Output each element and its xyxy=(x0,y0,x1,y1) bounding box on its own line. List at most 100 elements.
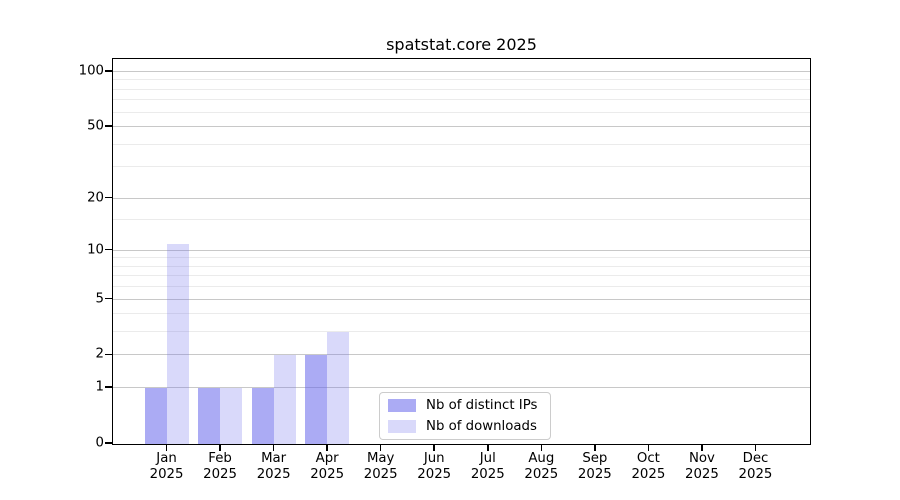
gridline-minor xyxy=(113,313,810,315)
gridline-minor xyxy=(113,265,810,267)
x-axis-tick xyxy=(272,444,275,451)
x-tick-year: 2025 xyxy=(524,467,559,482)
bar-downloads-apr xyxy=(327,332,350,444)
bar-downloads-jan xyxy=(166,243,189,444)
y-axis-tick xyxy=(105,125,112,127)
x-tick-label: Sep 2025 xyxy=(578,451,612,483)
legend-swatch-distinct-ips-icon xyxy=(388,399,416,412)
x-tick-month: Jan xyxy=(156,451,177,466)
gridline-minor xyxy=(113,88,810,90)
x-axis-tick xyxy=(540,444,543,451)
y-axis-tick xyxy=(105,297,112,300)
bar-downloads-mar xyxy=(273,355,296,444)
x-tick-label: Dec 2025 xyxy=(739,451,773,483)
x-axis-tick xyxy=(165,444,168,451)
y-axis-tick xyxy=(105,70,112,72)
y-tick-label: 20 xyxy=(87,190,104,205)
plot-area: Nb of distinct IPs Nb of downloads xyxy=(112,58,811,445)
x-tick-year: 2025 xyxy=(738,467,773,482)
x-tick-label: Jun 2025 xyxy=(417,451,451,483)
gridline-minor xyxy=(113,331,810,333)
bar-distinct-ips-feb xyxy=(198,388,221,444)
x-tick-year: 2025 xyxy=(470,467,505,482)
x-axis-tick xyxy=(379,444,382,451)
x-tick-month: Nov xyxy=(688,451,715,466)
bar-distinct-ips-apr xyxy=(305,355,328,444)
gridline-major xyxy=(113,387,810,389)
x-tick-label: Jul 2025 xyxy=(471,451,505,483)
legend-item-downloads: Nb of downloads xyxy=(388,419,542,434)
gridline-major xyxy=(113,197,810,199)
x-axis-tick xyxy=(433,444,435,451)
x-tick-year: 2025 xyxy=(310,467,345,482)
bar-distinct-ips-jan xyxy=(144,388,167,444)
x-tick-month: Feb xyxy=(208,451,232,466)
gridline-minor xyxy=(113,166,810,168)
gridline-major xyxy=(113,354,810,356)
legend-label-downloads: Nb of downloads xyxy=(426,419,537,434)
y-tick-label: 50 xyxy=(87,118,104,134)
x-axis-tick xyxy=(754,444,757,451)
legend-label-distinct-ips: Nb of distinct IPs xyxy=(426,398,538,413)
gridline-minor xyxy=(113,111,810,113)
x-axis-tick xyxy=(326,444,328,451)
x-axis-tick xyxy=(594,444,596,451)
legend: Nb of distinct IPs Nb of downloads xyxy=(379,392,551,440)
gridline-major xyxy=(113,249,810,251)
y-tick-label: 10 xyxy=(87,242,104,258)
y-axis-tick xyxy=(105,386,112,388)
x-tick-label: Oct 2025 xyxy=(631,451,665,483)
gridline-minor xyxy=(113,275,810,277)
x-axis-tick xyxy=(647,444,650,451)
x-tick-month: Mar xyxy=(261,451,287,466)
x-tick-year: 2025 xyxy=(363,467,398,482)
x-tick-month: Jun xyxy=(423,451,445,466)
x-tick-label: May 2025 xyxy=(364,451,398,483)
x-tick-label: Mar 2025 xyxy=(257,451,291,483)
y-tick-label: 2 xyxy=(95,346,104,362)
x-tick-year: 2025 xyxy=(631,467,666,482)
x-tick-year: 2025 xyxy=(685,467,719,482)
x-axis-tick xyxy=(701,444,703,451)
bar-distinct-ips-mar xyxy=(251,388,274,444)
gridline-minor xyxy=(113,143,810,145)
y-axis-tick xyxy=(105,196,112,199)
y-tick-label: 1 xyxy=(95,379,104,395)
x-tick-year: 2025 xyxy=(256,467,291,482)
gridline-minor xyxy=(113,79,810,81)
gridline-minor xyxy=(113,257,810,259)
x-tick-month: Jul xyxy=(479,451,496,466)
x-tick-label: Feb 2025 xyxy=(203,451,237,483)
y-axis-tick xyxy=(105,248,112,251)
x-tick-label: Apr 2025 xyxy=(310,451,344,483)
gridline-minor xyxy=(113,99,810,101)
chart-title: spatstat.core 2025 xyxy=(386,35,537,54)
x-axis-tick xyxy=(487,444,489,451)
legend-item-distinct-ips: Nb of distinct IPs xyxy=(388,398,542,413)
x-tick-month: Oct xyxy=(636,451,660,466)
gridline-minor xyxy=(113,286,810,288)
x-tick-month: Dec xyxy=(742,451,769,466)
y-axis-tick xyxy=(105,442,112,444)
x-tick-label: Jan 2025 xyxy=(150,451,184,483)
x-tick-month: Aug xyxy=(528,451,555,466)
x-tick-label: Aug 2025 xyxy=(524,451,558,483)
x-tick-year: 2025 xyxy=(149,467,184,482)
y-tick-label: 100 xyxy=(78,63,104,79)
gridline-major xyxy=(113,298,810,300)
bar-downloads-feb xyxy=(220,388,243,444)
x-axis-tick xyxy=(219,444,221,451)
y-tick-label: 5 xyxy=(95,291,104,307)
x-tick-label: Nov 2025 xyxy=(685,451,719,483)
x-tick-month: May xyxy=(366,451,395,466)
y-tick-label: 0 xyxy=(95,435,104,451)
x-tick-month: Sep xyxy=(582,451,608,466)
gridline-major xyxy=(113,70,810,72)
x-tick-year: 2025 xyxy=(577,467,612,482)
x-tick-month: Apr xyxy=(315,451,339,466)
gridline-minor xyxy=(113,219,810,221)
legend-swatch-downloads-icon xyxy=(388,420,416,433)
x-tick-year: 2025 xyxy=(203,467,237,482)
y-axis-tick xyxy=(105,353,112,356)
